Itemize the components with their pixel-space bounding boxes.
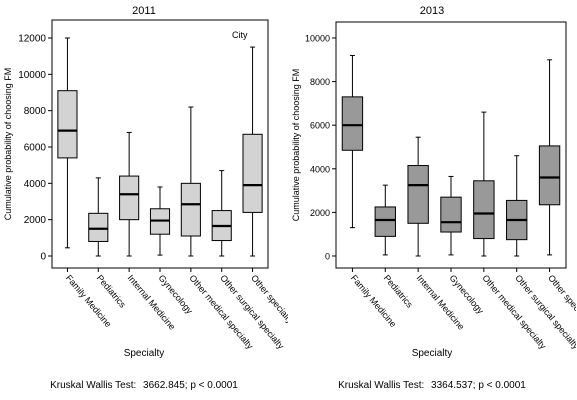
kruskal-wallis-result: Kruskal Wallis Test: 3364.537; p < 0.000… [288, 380, 576, 391]
x-tick-label: Other medical specialty [187, 273, 255, 351]
y-axis-title: Cumulative probability of choosing FM [3, 68, 13, 221]
kruskal-wallis-result: Kruskal Wallis Test: 3662.845; p < 0.000… [0, 380, 288, 391]
iqr-box [242, 133, 263, 213]
y-tick-label: 4000 [24, 179, 47, 190]
y-axis-title: Cumulative probability of choosing FM [291, 69, 301, 222]
box-plot-2011: 0 2000 4000 6000 8000 10000 12000 Cumulative pr… [3, 19, 288, 351]
x-axis-title: Specialty [411, 348, 453, 359]
y-tick-label: 2000 [24, 215, 47, 226]
y-tick-label: 0 [40, 252, 46, 263]
chart-title: 2011 [132, 5, 156, 17]
x-tick-label: Other medical specialty [480, 273, 548, 351]
iqr-box [341, 96, 364, 151]
x-tick-label: Pediatrics [95, 273, 128, 310]
iqr-box [88, 212, 109, 242]
iqr-box [57, 90, 78, 159]
y-tick-label: 0 [325, 252, 330, 262]
y-tick-label: 6000 [24, 143, 47, 154]
y-tick-label: 12000 [18, 34, 46, 45]
y-tick-label: 10000 [305, 34, 330, 44]
y-tick-label: 4000 [310, 164, 330, 174]
y-tick-label: 10000 [18, 70, 46, 81]
y-tick-label: 8000 [24, 106, 47, 117]
y-tick-label: 8000 [310, 77, 330, 87]
iqr-box [407, 165, 429, 224]
chart-title: 2013 [419, 5, 445, 17]
test-value: 3364.537; p < 0.0001 [431, 380, 526, 391]
iqr-box [180, 182, 201, 237]
iqr-box [538, 145, 561, 206]
iqr-box [374, 206, 396, 237]
y-tick-label: 2000 [310, 208, 330, 218]
iqr-box [119, 175, 140, 221]
chart-panel-2013: 2013 0 2000 4000 6000 8000 10000 Cumulative pr… [288, 0, 576, 400]
test-value: 3662.845; p < 0.0001 [143, 380, 238, 391]
test-label: Kruskal Wallis Test: [50, 380, 137, 391]
iqr-box [473, 180, 495, 240]
x-axis-title: Specialty [123, 348, 165, 359]
y-tick-label: 6000 [310, 121, 330, 131]
x-tick-label: Pediatrics [382, 273, 415, 310]
iqr-box [440, 196, 462, 233]
chart-panel-2011: 2011 0 2000 4000 6000 8000 10000 12000 Cumulati… [0, 0, 288, 400]
box-plot-2013: 0 2000 4000 6000 8000 10000 Cumulative probabi… [291, 21, 576, 351]
plot-annotation: City [232, 30, 248, 40]
test-label: Kruskal Wallis Test: [338, 380, 425, 391]
